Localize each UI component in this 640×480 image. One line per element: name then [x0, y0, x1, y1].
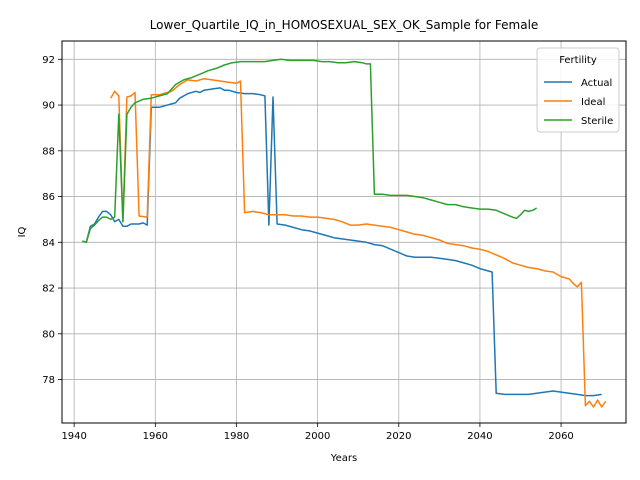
series-lines — [82, 58, 607, 408]
legend: Fertility Actual Ideal Sterile — [536, 47, 620, 133]
y-tick-label: 90 — [42, 101, 55, 112]
x-tick-label: 2040 — [467, 431, 492, 442]
series-line-actual — [82, 87, 602, 397]
y-tick-label: 88 — [42, 146, 55, 157]
y-axis-label: IQ — [17, 226, 28, 237]
legend-label-sterile: Sterile — [581, 116, 613, 127]
x-tick-label: 1940 — [61, 431, 86, 442]
x-tick-label: 1980 — [224, 431, 249, 442]
y-tick-label: 84 — [42, 238, 55, 249]
y-axis-ticks: 78 80 82 84 86 88 90 92 — [42, 55, 62, 386]
grid — [62, 41, 626, 423]
y-tick-label: 86 — [42, 192, 55, 203]
legend-box — [536, 47, 620, 133]
series-line-sterile — [82, 58, 538, 244]
legend-title: Fertility — [559, 55, 597, 66]
x-tick-label: 2000 — [305, 431, 330, 442]
x-tick-label: 1960 — [143, 431, 168, 442]
y-tick-label: 78 — [42, 375, 55, 386]
x-tick-label: 2060 — [548, 431, 573, 442]
y-tick-label: 92 — [42, 55, 55, 66]
y-tick-label: 82 — [42, 284, 55, 295]
chart-title: Lower_Quartile_IQ_in_HOMOSEXUAL_SEX_OK_S… — [150, 18, 539, 32]
x-tick-label: 2020 — [386, 431, 411, 442]
legend-label-ideal: Ideal — [581, 97, 605, 108]
plot-frame — [61, 40, 627, 424]
y-tick-label: 80 — [42, 329, 55, 340]
x-axis-ticks: 1940 1960 1980 2000 2020 2040 2060 — [61, 423, 574, 442]
legend-label-actual: Actual — [581, 78, 612, 89]
x-axis-label: Years — [330, 453, 357, 464]
series-line-ideal — [110, 77, 607, 408]
